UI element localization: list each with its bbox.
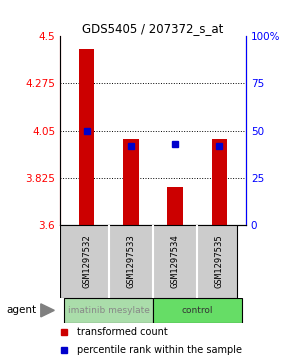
Text: percentile rank within the sample: percentile rank within the sample xyxy=(77,345,242,355)
Text: transformed count: transformed count xyxy=(77,327,168,337)
Bar xyxy=(167,187,183,225)
Bar xyxy=(64,298,153,323)
Text: GSM1297534: GSM1297534 xyxy=(171,234,180,288)
Bar xyxy=(212,139,227,225)
Text: GSM1297535: GSM1297535 xyxy=(215,234,224,288)
Text: imatinib mesylate: imatinib mesylate xyxy=(68,306,150,315)
Polygon shape xyxy=(41,304,54,317)
Text: control: control xyxy=(182,306,213,315)
Bar xyxy=(79,49,94,225)
Text: GSM1297533: GSM1297533 xyxy=(126,234,135,288)
Title: GDS5405 / 207372_s_at: GDS5405 / 207372_s_at xyxy=(82,22,224,35)
Bar xyxy=(123,139,139,225)
Text: GSM1297532: GSM1297532 xyxy=(82,234,91,288)
Text: agent: agent xyxy=(6,305,36,315)
Bar xyxy=(153,298,242,323)
